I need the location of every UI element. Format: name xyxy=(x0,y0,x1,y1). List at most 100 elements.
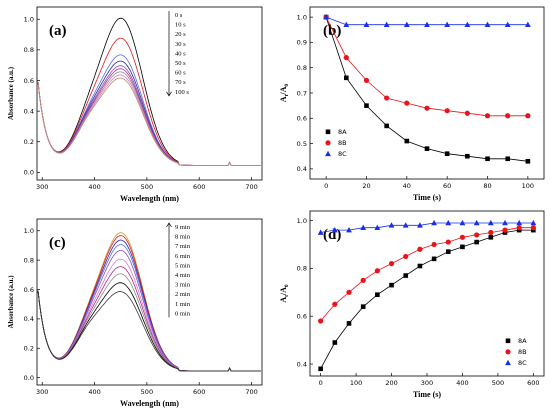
data-point xyxy=(474,232,480,238)
data-point xyxy=(318,318,324,324)
y-tick-label: 0.4 xyxy=(24,107,34,115)
y-tick-label: 1.0 xyxy=(297,13,307,21)
data-point xyxy=(404,138,410,144)
legend-entry: 2 min xyxy=(175,291,191,298)
data-point xyxy=(325,150,331,157)
legend-entry: 20 s xyxy=(175,31,186,38)
x-tick-label: 20 xyxy=(362,182,370,190)
data-point xyxy=(488,229,494,236)
data-point xyxy=(332,301,338,307)
y-tick-label: 0.8 xyxy=(297,64,307,72)
x-tick-label: 600 xyxy=(193,388,205,396)
data-point xyxy=(346,227,352,233)
series-line xyxy=(37,282,261,372)
y-tick-label: 1.0 xyxy=(24,227,34,235)
x-tick-label: 300 xyxy=(36,388,48,396)
data-point xyxy=(525,158,531,164)
legend-entry: 40 s xyxy=(175,50,186,57)
x-tick-label: 400 xyxy=(88,183,100,191)
data-point xyxy=(505,156,510,162)
panel-b: 0 20 40 60 80 100 0.4 0.5 0.6 0.7 0.8 0.9 1.0 Time (s… xyxy=(279,6,545,202)
data-point xyxy=(332,340,338,345)
data-point xyxy=(445,239,451,245)
x-tick-label: 60 xyxy=(443,182,451,190)
x-tick-label: 200 xyxy=(385,379,397,387)
data-point xyxy=(505,359,511,366)
data-point xyxy=(505,338,511,344)
data-point xyxy=(344,75,349,81)
data-point xyxy=(403,21,410,28)
legend-entry: 30 s xyxy=(175,41,186,48)
x-axis-label: Time (s) xyxy=(413,390,441,399)
legend-entry: 3 min xyxy=(175,282,191,289)
data-point xyxy=(504,21,511,28)
x-tick-label: 500 xyxy=(141,183,153,191)
data-point xyxy=(444,151,450,157)
x-tick-label: 400 xyxy=(88,388,100,396)
x-tick-label: 100 xyxy=(522,182,534,190)
y-tick-label: 1.0 xyxy=(297,217,307,225)
x-axis-label: Wavelength (nm) xyxy=(120,194,179,203)
data-point xyxy=(363,77,370,83)
data-point xyxy=(363,21,370,28)
data-point xyxy=(488,235,494,240)
series-line xyxy=(37,37,261,166)
legend-entry: 8A xyxy=(518,337,527,345)
panel-c: 300 400 500 600 700 0.0 0.2 0.4 0.6 0.8 1.0 Wavelen… xyxy=(7,218,263,408)
data-point xyxy=(431,256,437,262)
data-point xyxy=(402,222,409,228)
data-point xyxy=(374,268,380,274)
x-tick-label: 80 xyxy=(483,182,491,190)
y-axis-label-sub: t xyxy=(284,94,290,96)
data-point xyxy=(459,219,466,226)
y-axis-label-sub: 0 xyxy=(284,84,290,87)
x-tick-label: 500 xyxy=(141,388,153,396)
x-tick-label: 700 xyxy=(245,388,257,396)
data-point xyxy=(473,219,480,226)
data-point xyxy=(417,246,423,252)
legend-entry: 8C xyxy=(338,150,347,158)
data-point xyxy=(346,321,352,326)
series-line xyxy=(37,65,261,166)
data-point xyxy=(331,227,338,233)
data-point xyxy=(343,54,349,61)
data-point xyxy=(460,244,465,250)
y-axis-label-slash: /A xyxy=(279,287,288,296)
y-tick-label: 0.6 xyxy=(24,286,34,294)
y-axis-label: Absorbance (a.u.) xyxy=(7,275,15,329)
data-point xyxy=(464,110,470,116)
data-point xyxy=(445,249,451,254)
data-point xyxy=(530,225,536,231)
data-point xyxy=(360,224,367,231)
y-tick-label: 0.8 xyxy=(297,265,307,273)
data-point xyxy=(388,222,395,228)
series-line xyxy=(37,71,261,166)
data-point xyxy=(343,21,350,28)
data-point xyxy=(516,225,522,231)
data-point xyxy=(431,219,437,226)
plot-frame xyxy=(36,218,263,386)
data-point xyxy=(444,108,450,114)
y-axis-label: Absorbance (a.u.) xyxy=(7,66,15,120)
data-point xyxy=(445,219,452,226)
data-point xyxy=(384,123,389,129)
data-point xyxy=(516,219,523,226)
data-point xyxy=(525,113,531,119)
x-tick-label: 0 xyxy=(319,379,323,387)
y-axis-label-slash: /A xyxy=(279,86,288,95)
x-tick-label: 0 xyxy=(324,182,328,190)
x-tick-label: 600 xyxy=(193,183,205,191)
data-point xyxy=(502,227,508,233)
x-tick-label: 400 xyxy=(456,379,468,387)
x-tick-label: 40 xyxy=(403,182,411,190)
data-point xyxy=(374,224,381,231)
y-tick-label: 0.4 xyxy=(24,315,34,323)
x-tick-label: 100 xyxy=(350,379,362,387)
legend-entry: 8 min xyxy=(175,234,191,241)
data-point xyxy=(502,219,508,226)
x-tick-label: 300 xyxy=(421,379,433,387)
panel-label: (b) xyxy=(323,23,341,39)
data-point xyxy=(459,234,466,240)
y-tick-label: 0.4 xyxy=(297,165,307,173)
